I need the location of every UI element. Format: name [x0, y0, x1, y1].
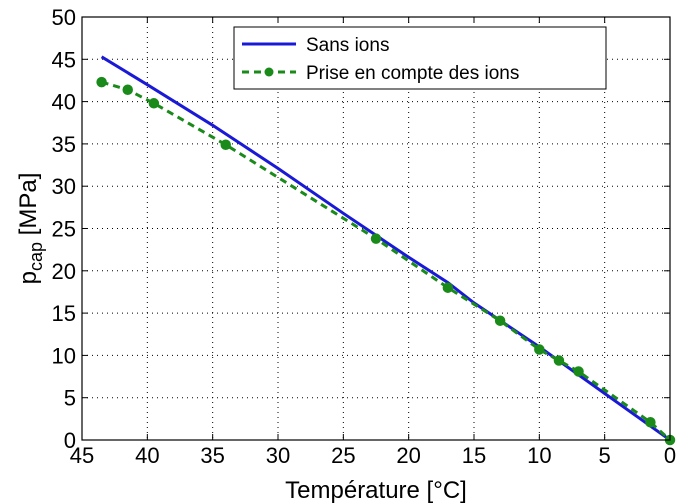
y-axis-title-unit: [MPa]	[15, 173, 42, 242]
series-point-1	[370, 233, 382, 244]
y-tick-labels: 0 5 10 15 20 25 30 35 40 45 50	[52, 5, 76, 453]
x-tick-label: 5	[599, 443, 611, 468]
y-tick-label: 0	[64, 428, 76, 453]
y-tick-label: 35	[52, 132, 76, 157]
y-tick-label: 30	[52, 174, 76, 199]
series-point-1	[220, 139, 231, 150]
series-point-1	[573, 366, 584, 377]
y-tick-label: 5	[64, 386, 76, 411]
series-point-1	[494, 315, 506, 326]
y-tick-label: 50	[52, 5, 76, 30]
x-tick-label: 45	[70, 443, 94, 468]
legend-marker-prise-en-compte	[264, 67, 274, 77]
y-axis-title-subscript: cap	[26, 242, 46, 271]
y-tick-label: 10	[52, 343, 76, 368]
x-tick-label: 20	[396, 443, 420, 468]
x-tick-labels: 45 40 35 30 25 20 15 10 5 0	[70, 443, 676, 468]
x-tick-label: 35	[200, 443, 224, 468]
x-axis-title: Température [°C]	[285, 477, 467, 503]
y-tick-label: 40	[52, 90, 76, 115]
series-point-1	[645, 416, 656, 428]
y-axis-title: pcap [MPa]	[15, 173, 46, 285]
legend-box	[233, 26, 607, 90]
x-tick-label: 40	[135, 443, 159, 468]
series-point-1	[148, 98, 160, 109]
y-tick-label: 15	[52, 301, 76, 326]
series-point-1	[442, 282, 454, 293]
series-layer	[96, 55, 676, 446]
x-tick-label: 25	[331, 443, 355, 468]
legend-label-sans-ions: Sans ions	[306, 35, 389, 56]
x-tick-label: 30	[266, 443, 290, 468]
series-point-1	[122, 84, 133, 96]
y-axis-title-main: p	[15, 271, 42, 284]
series-point-1	[96, 76, 107, 88]
series-line-0	[100, 55, 671, 442]
series-point-1	[553, 355, 565, 366]
y-tick-label: 45	[52, 47, 76, 72]
axis-ticks	[81, 16, 671, 441]
series-line-1	[101, 80, 672, 442]
y-tick-label: 25	[52, 217, 76, 242]
series-point-1	[534, 344, 545, 355]
legend-label-prise-en-compte: Prise en compte des ions	[306, 63, 519, 84]
x-tick-label: 10	[527, 443, 551, 468]
x-tick-label: 0	[664, 443, 676, 468]
y-tick-label: 20	[52, 259, 76, 284]
x-tick-label: 15	[462, 443, 486, 468]
legend: Sans ions Prise en compte des ions	[233, 26, 607, 90]
